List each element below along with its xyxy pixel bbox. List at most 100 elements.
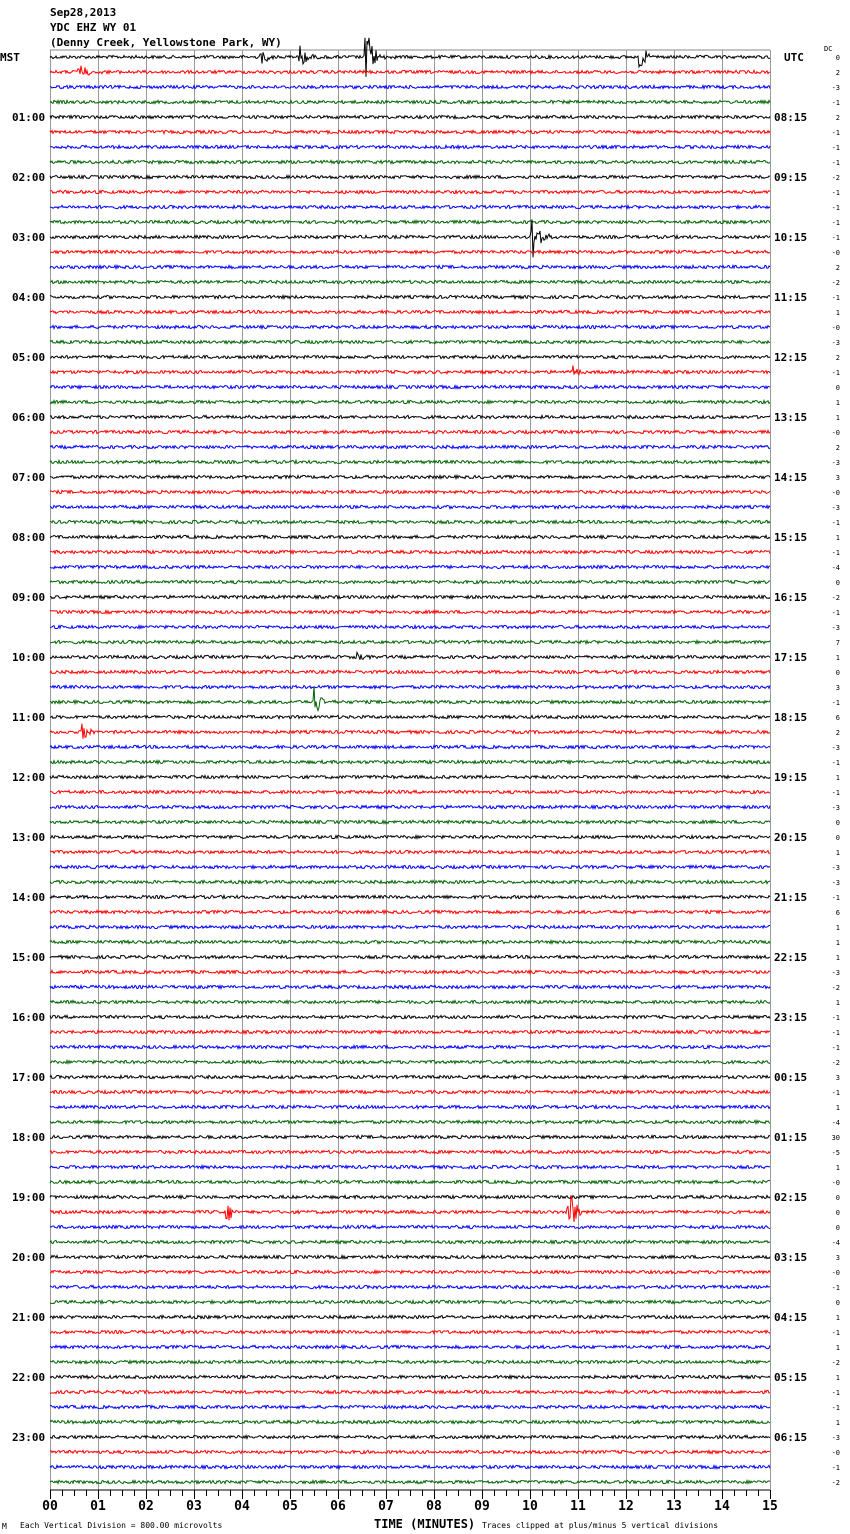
trace-line	[49, 1163, 771, 1171]
trace-line	[49, 143, 771, 151]
dc-offset-label: -3	[832, 864, 840, 872]
dc-offset-label: -3	[832, 804, 840, 812]
dc-offset-label: -1	[832, 1404, 840, 1412]
dc-offset-label: 1	[836, 534, 840, 542]
left-hour-label: 04:00	[12, 291, 45, 304]
dc-offset-label: -0	[832, 249, 840, 257]
trace-line	[49, 893, 771, 901]
right-hour-label: 21:15	[774, 891, 807, 904]
dc-offset-label: -3	[832, 1434, 840, 1442]
trace-line	[49, 774, 771, 781]
trace-line	[49, 65, 771, 76]
dc-offset-label: 0	[836, 819, 840, 827]
trace-line	[49, 129, 771, 136]
x-tick-label: 05	[282, 1499, 298, 1514]
trace-line	[49, 594, 771, 601]
dc-offset-label: -0	[832, 1179, 840, 1187]
right-hour-label: 16:15	[774, 591, 807, 604]
trace-line	[49, 1328, 771, 1336]
dc-offset-label: 3	[836, 1254, 840, 1262]
right-hour-label: 02:15	[774, 1191, 807, 1204]
dc-offset-label: 2	[836, 444, 840, 452]
left-hour-label: MST	[0, 51, 20, 64]
dc-offset-label: 7	[836, 639, 840, 647]
dc-offset-label: 1	[836, 1344, 840, 1352]
dc-offset-label: 2	[836, 69, 840, 77]
left-hour-label: 02:00	[12, 171, 45, 184]
dc-offset-label: -1	[832, 1089, 840, 1097]
dc-offset-label: -2	[832, 1359, 840, 1367]
footer-scale: Each Vertical Division = 800.00 microvol…	[20, 1521, 222, 1530]
station-title: YDC EHZ WY 01	[50, 21, 136, 34]
trace-line	[49, 744, 771, 751]
dc-offset-label: -0	[832, 489, 840, 497]
dc-offset-label: -3	[832, 879, 840, 887]
right-hour-label: 18:15	[774, 711, 807, 724]
trace-line	[49, 533, 771, 541]
dc-offset-label: -1	[832, 1389, 840, 1397]
dc-offset-label: -1	[832, 759, 840, 767]
x-tick-label: 15	[762, 1499, 778, 1514]
trace-line	[49, 173, 771, 181]
right-hour-label: 01:15	[774, 1131, 807, 1144]
trace-line	[49, 723, 770, 739]
dc-offset-label: -2	[832, 594, 840, 602]
right-hour-label: 09:15	[774, 171, 807, 184]
left-hour-label: 23:00	[12, 1431, 45, 1444]
dc-offset-label: -1	[832, 519, 840, 527]
dc-offset-label: -1	[832, 609, 840, 617]
dc-offset-label: -0	[832, 1269, 840, 1277]
dc-offset-label: -1	[832, 99, 840, 107]
trace-line	[49, 789, 771, 795]
trace-line	[49, 1044, 771, 1051]
left-hour-label: 03:00	[12, 231, 45, 244]
trace-line	[49, 98, 771, 106]
dc-offset-label: -4	[832, 564, 840, 572]
dc-offset-label: -1	[832, 789, 840, 797]
trace-line	[49, 579, 771, 585]
trace-line	[49, 428, 771, 436]
trace-line	[49, 923, 771, 930]
right-hour-label: 03:15	[774, 1251, 807, 1264]
x-axis-label: TIME (MINUTES)	[374, 1517, 475, 1531]
right-hour-label: 13:15	[774, 411, 807, 424]
right-hour-label: 06:15	[774, 1431, 807, 1444]
dc-offset-label: 1	[836, 309, 840, 317]
trace-line	[49, 249, 771, 256]
trace-line	[49, 833, 771, 841]
dc-offset-label: -2	[832, 279, 840, 287]
dc-offset-label: -3	[832, 84, 840, 92]
dc-offset-label: -1	[832, 1014, 840, 1022]
dc-offset-label: -2	[832, 174, 840, 182]
dc-offset-label: 30	[832, 1134, 840, 1142]
trace-line	[49, 1373, 771, 1381]
trace-line	[49, 1389, 771, 1396]
dc-offset-label: -3	[832, 969, 840, 977]
date-title: Sep28,2013	[50, 6, 116, 19]
dc-offset-label: -1	[832, 699, 840, 707]
trace-line	[49, 159, 771, 166]
trace-line	[49, 293, 771, 301]
dc-offset-label: -1	[832, 1284, 840, 1292]
trace-line	[49, 999, 771, 1006]
trace-line	[49, 37, 771, 77]
right-hour-label: 17:15	[774, 651, 807, 664]
dc-offset-label: 6	[836, 909, 840, 917]
left-hour-label: 15:00	[12, 951, 45, 964]
trace-line	[49, 519, 771, 525]
trace-line	[49, 938, 771, 946]
trace-line	[49, 1434, 771, 1441]
trace-line	[49, 1224, 771, 1230]
dc-offset-label: -3	[832, 504, 840, 512]
trace-line	[49, 686, 771, 713]
trace-line	[49, 1343, 771, 1351]
right-hour-label: 23:15	[774, 1011, 807, 1024]
dc-offset-label: 1	[836, 654, 840, 662]
trace-line	[49, 323, 771, 331]
trace-line	[49, 983, 771, 991]
dc-offset-label: 2	[836, 264, 840, 272]
dc-offset-label: -5	[832, 1149, 840, 1157]
trace-line	[49, 354, 771, 360]
trace-line	[49, 668, 771, 675]
